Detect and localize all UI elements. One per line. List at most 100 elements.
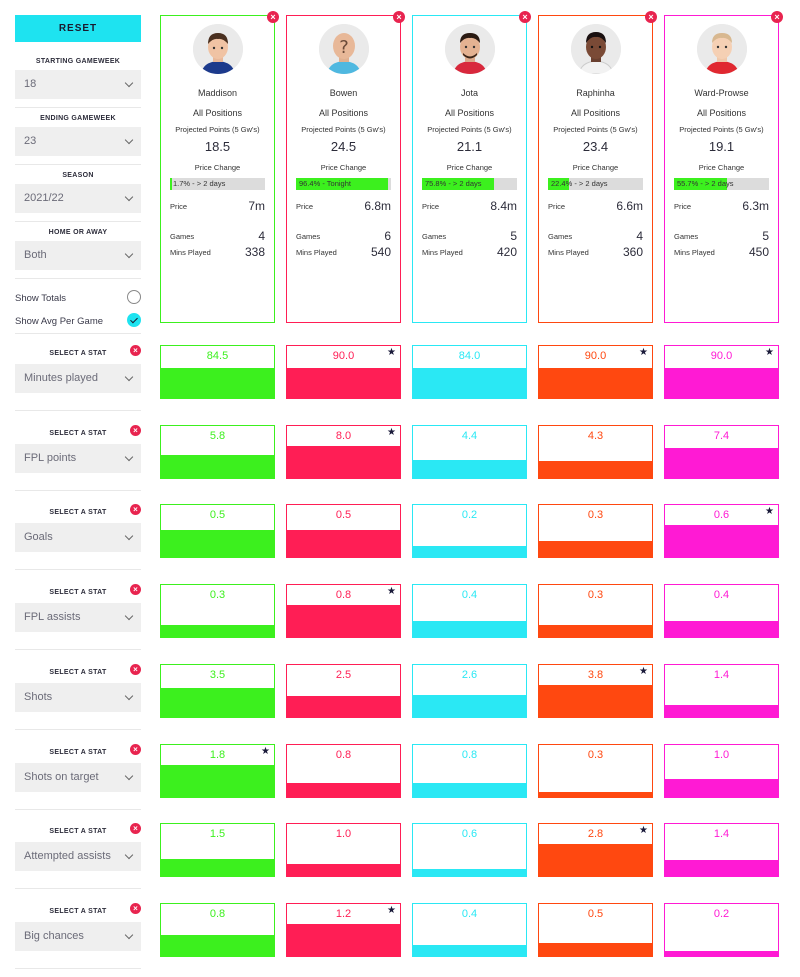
- price-change-fill: [548, 178, 570, 190]
- stat-select[interactable]: Shots: [15, 683, 141, 712]
- stat-value: 90.0: [332, 350, 355, 362]
- stat-bar-fill: [287, 605, 400, 637]
- stat-value-box: 8.0 ★: [286, 425, 401, 479]
- starting-gameweek-label: STARTING GAMEWEEK: [35, 58, 121, 65]
- stat-value: 4.3: [587, 430, 604, 442]
- chevron-down-icon: [124, 372, 134, 382]
- stat-value-box: 0.6 ★: [664, 504, 779, 558]
- stat-value-box: 0.3: [160, 584, 275, 638]
- show-totals-label: Show Totals: [15, 293, 67, 304]
- stat-bar-fill: [539, 943, 652, 956]
- check-circle-icon[interactable]: [127, 313, 141, 327]
- stat-select[interactable]: Attempted assists: [15, 842, 141, 871]
- stat-value-box: 0.2: [412, 504, 527, 558]
- player-name: Raphinha: [576, 88, 615, 98]
- stat-value: 0.2: [713, 908, 730, 920]
- price-change-bar: 1.7% - > 2 days: [170, 178, 265, 190]
- settings-sidebar: RESET STARTING GAMEWEEK 18 ENDING GAMEWE…: [15, 15, 141, 339]
- price-value: 6.6m: [616, 199, 643, 213]
- remove-stat-icon[interactable]: ×: [130, 345, 141, 356]
- star-icon: ★: [765, 506, 774, 517]
- stat-bar-fill: [161, 765, 274, 797]
- reset-button[interactable]: RESET: [15, 15, 141, 42]
- stat-bar-fill: [287, 530, 400, 557]
- remove-player-icon[interactable]: ×: [267, 11, 279, 23]
- stat-bar-fill: [287, 446, 400, 478]
- stat-select[interactable]: Minutes played: [15, 364, 141, 393]
- remove-stat-icon[interactable]: ×: [130, 584, 141, 595]
- mins-played-label: Mins Played: [422, 248, 463, 257]
- remove-stat-icon[interactable]: ×: [130, 744, 141, 755]
- starting-gameweek-select[interactable]: 18: [15, 70, 141, 99]
- remove-player-icon[interactable]: ×: [519, 11, 531, 23]
- stat-value: 0.4: [713, 589, 730, 601]
- stat-bar-fill: [665, 705, 778, 717]
- chevron-down-icon: [124, 850, 134, 860]
- stat-select[interactable]: FPL assists: [15, 603, 141, 632]
- stat-select[interactable]: Shots on target: [15, 763, 141, 792]
- stat-value-box: 1.0: [286, 823, 401, 877]
- price-label: Price: [674, 202, 692, 211]
- stat-bar-fill: [413, 460, 526, 478]
- divider: [15, 221, 141, 222]
- price-label: Price: [422, 202, 440, 211]
- price-change-bar: 55.7% - > 2 days: [674, 178, 769, 190]
- season-label: SEASON: [62, 172, 94, 179]
- stat-bar-fill: [161, 530, 274, 557]
- stat-bar-fill: [287, 696, 400, 717]
- price-label: Price: [170, 202, 188, 211]
- stat-value: 84.5: [206, 350, 229, 362]
- chevron-down-icon: [124, 691, 134, 701]
- stat-bar-fill: [665, 779, 778, 797]
- select-stat-label: SELECT A STAT: [49, 509, 107, 516]
- divider: [15, 333, 141, 334]
- remove-stat-icon[interactable]: ×: [130, 903, 141, 914]
- stat-select-value: FPL assists: [24, 611, 81, 623]
- chevron-down-icon: [124, 930, 134, 940]
- stat-value-box: 0.5: [538, 903, 653, 957]
- projected-points-label: Projected Points (5 Gw's): [553, 125, 638, 134]
- stat-select[interactable]: FPL points: [15, 444, 141, 473]
- stat-value-box: 0.2: [664, 903, 779, 957]
- player-avatar: ?: [319, 24, 369, 74]
- stat-value: 3.8: [587, 669, 604, 681]
- remove-player-icon[interactable]: ×: [771, 11, 783, 23]
- projected-points-label: Projected Points (5 Gw's): [301, 125, 386, 134]
- ending-gameweek-select[interactable]: 23: [15, 127, 141, 156]
- stat-value: 0.8: [209, 908, 226, 920]
- stat-select-value: Shots: [24, 691, 53, 703]
- stat-value-box: 0.3: [538, 504, 653, 558]
- stat-select[interactable]: Goals: [15, 523, 141, 552]
- stat-value-box: 2.5: [286, 664, 401, 718]
- radio-unchecked-icon[interactable]: [127, 290, 141, 304]
- remove-stat-icon[interactable]: ×: [130, 823, 141, 834]
- remove-player-icon[interactable]: ×: [645, 11, 657, 23]
- stat-bar-fill: [161, 859, 274, 876]
- stat-value-box: 90.0 ★: [286, 345, 401, 399]
- stat-value-box: 0.8: [160, 903, 275, 957]
- chevron-down-icon: [124, 452, 134, 462]
- games-label: Games: [296, 232, 321, 241]
- home-away-select[interactable]: Both: [15, 241, 141, 270]
- stat-value: 0.6: [713, 509, 730, 521]
- stat-bar-fill: [539, 541, 652, 557]
- player-position: All Positions: [318, 108, 369, 118]
- remove-stat-icon[interactable]: ×: [130, 425, 141, 436]
- stat-select[interactable]: Big chances: [15, 922, 141, 951]
- stat-value-box: 1.2 ★: [286, 903, 401, 957]
- remove-stat-icon[interactable]: ×: [130, 504, 141, 515]
- player-card: × Raphinha All Positions Projected Point…: [538, 11, 657, 323]
- divider: [15, 164, 141, 165]
- games-label: Games: [422, 232, 447, 241]
- price-change-fill: [422, 178, 494, 190]
- divider: [15, 729, 141, 730]
- games-value: 4: [636, 229, 643, 243]
- price-change-label: Price Change: [572, 163, 619, 172]
- select-stat-label: SELECT A STAT: [49, 908, 107, 915]
- price-change-bar: 75.8% - > 2 days: [422, 178, 517, 190]
- stat-select-value: Goals: [24, 531, 53, 543]
- remove-player-icon[interactable]: ×: [393, 11, 405, 23]
- season-select[interactable]: 2021/22: [15, 184, 141, 213]
- remove-stat-icon[interactable]: ×: [130, 664, 141, 675]
- stat-value-box: 2.6: [412, 664, 527, 718]
